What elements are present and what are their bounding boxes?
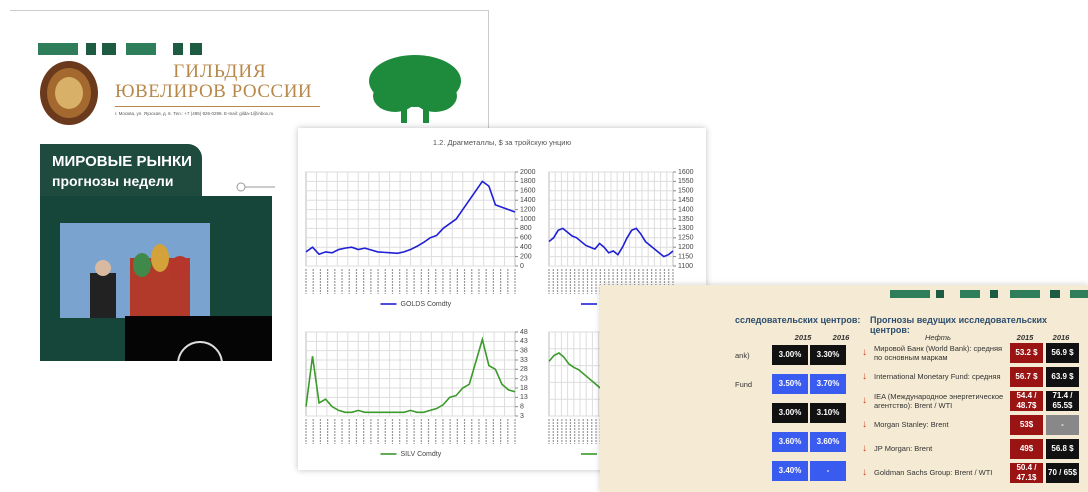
- y-tick-label: 1600: [678, 169, 694, 176]
- value-cell: 3.30%: [810, 345, 846, 365]
- tree-logo: [365, 51, 465, 131]
- arrow: ↓: [862, 372, 867, 381]
- y-tick-label: 1400: [520, 197, 536, 204]
- row-label: Morgan Stanley: Brent: [874, 420, 1009, 429]
- y-tick-label: 23: [520, 376, 528, 383]
- y-tick-label: 18: [520, 385, 528, 392]
- y-tick-label: 1200: [678, 244, 694, 251]
- chart: 0 200 400 600 800 1000 1200 1400 1600 1800 2000 GOL…: [300, 166, 545, 316]
- value-cell: 71.4 / 65.5$: [1046, 391, 1079, 411]
- y-tick-label: 48: [520, 329, 528, 336]
- y-tick-label: 3: [520, 413, 524, 420]
- row-label: ank): [735, 351, 750, 360]
- y-tick-label: 28: [520, 366, 528, 373]
- value-cell: 3.00%: [772, 345, 808, 365]
- value-cell: 53$: [1010, 415, 1043, 435]
- value-cell: 50.4 / 47.1$: [1010, 463, 1043, 483]
- eclipse-photo: [125, 316, 272, 361]
- connector: [235, 181, 275, 193]
- y-tick-label: 43: [520, 338, 528, 345]
- value-cell: 53.2 $: [1010, 343, 1043, 363]
- value-cell: 70 / 65$: [1046, 463, 1079, 483]
- value-cell: 49$: [1010, 439, 1043, 459]
- value-cell: 3.00%: [772, 403, 808, 423]
- bars: [38, 43, 208, 57]
- guild-name-1: ГИЛЬДИЯ: [120, 61, 320, 83]
- y-tick-label: 38: [520, 348, 528, 355]
- arrow: ↓: [862, 348, 867, 357]
- y-tick-label: 13: [520, 394, 528, 401]
- row-label: International Monetary Fund: средняя: [874, 372, 1009, 381]
- value-cell: -: [810, 461, 846, 481]
- y-tick-label: 1250: [678, 235, 694, 242]
- value-cell: 63.9 $: [1046, 367, 1079, 387]
- y-tick-label: 0: [520, 263, 524, 270]
- value-cell: 56.7 $: [1010, 367, 1043, 387]
- page: ГИЛЬДИЯ ЮВЕЛИРОВ РОССИИ г. Москва, ул. Я…: [0, 0, 1088, 492]
- value-cell: 3.60%: [810, 432, 846, 452]
- y-tick-label: 1150: [678, 253, 693, 260]
- value-cell: 3.40%: [772, 461, 808, 481]
- y-tick-label: 1800: [520, 178, 536, 185]
- arrow: ↓: [862, 444, 867, 453]
- y-tick-label: 1000: [520, 216, 536, 223]
- col-header: 2015: [785, 333, 821, 342]
- arrow: ↓: [862, 468, 867, 477]
- arrow: ↓: [862, 396, 867, 405]
- row-label: JP Morgan: Brent: [874, 444, 1009, 453]
- banner-title: МИРОВЫЕ РЫНКИ: [52, 153, 202, 170]
- guild-emblem: [38, 59, 100, 127]
- value-cell: 3.50%: [772, 374, 808, 394]
- y-tick-label: 800: [520, 225, 532, 232]
- value-cell: 56.9 $: [1046, 343, 1079, 363]
- arrow: ↓: [862, 420, 867, 429]
- y-tick-label: 8: [520, 404, 524, 411]
- banner: МИРОВЫЕ РЫНКИ прогнозы недели: [40, 144, 202, 196]
- row-label: IEA (Международное энергетическое агентс…: [874, 392, 1009, 410]
- left-title: сследовательских центров:: [735, 315, 860, 325]
- row-label: Мировой Банк (World Bank): средняя по ос…: [874, 344, 1009, 362]
- y-tick-label: 1450: [678, 197, 694, 204]
- col-header: 2015: [1008, 333, 1042, 342]
- col-header: Нефть: [925, 333, 951, 342]
- banner-subtitle: прогнозы недели: [52, 173, 202, 189]
- y-tick-label: 1400: [678, 206, 694, 213]
- y-tick-label: 1500: [678, 188, 694, 195]
- guild-name-2: ЮВЕЛИРОВ РОССИИ: [115, 81, 312, 103]
- value-cell: 3.60%: [772, 432, 808, 452]
- legend-label: SILV Comdty: [401, 451, 442, 458]
- photo: [60, 223, 210, 318]
- value-cell: 3.10%: [810, 403, 846, 423]
- slide-title: 1.2. Драгметаллы, $ за тройскую унцию: [298, 138, 706, 147]
- row-label: Fund: [735, 380, 752, 389]
- y-tick-label: 1550: [678, 178, 694, 185]
- right-title: Прогнозы ведущих исследовательских центр…: [870, 315, 1088, 335]
- y-tick-label: 33: [520, 357, 528, 364]
- value-cell: 3.70%: [810, 374, 846, 394]
- y-tick-label: 1100: [678, 263, 693, 270]
- oil-slide: сследовательских центров: Прогнозы ведущ…: [600, 285, 1088, 492]
- y-tick-label: 2000: [520, 169, 536, 176]
- y-tick-label: 200: [520, 253, 532, 260]
- value-cell: 54.4 / 48.7$: [1010, 391, 1043, 411]
- y-tick-label: 1350: [678, 216, 694, 223]
- row-label: Goldman Sachs Group: Brent / WTI: [874, 468, 1009, 477]
- rule: [115, 106, 320, 107]
- y-tick-label: 400: [520, 244, 532, 251]
- legend-label: GOLDS Comdty: [401, 301, 452, 308]
- address: г. Москва, ул. Яузская, д. 6. Тел.: +7 (…: [115, 111, 273, 116]
- eclipse: [125, 316, 272, 361]
- y-tick-label: 600: [520, 235, 532, 242]
- value-cell: -: [1046, 415, 1079, 435]
- y-tick-label: 1200: [520, 206, 536, 213]
- deco-bars: [890, 290, 1088, 300]
- col-header: 2016: [1044, 333, 1078, 342]
- col-header: 2016: [823, 333, 859, 342]
- value-cell: 56.8 $: [1046, 439, 1079, 459]
- y-tick-label: 1600: [520, 188, 536, 195]
- y-tick-label: 1300: [678, 225, 694, 232]
